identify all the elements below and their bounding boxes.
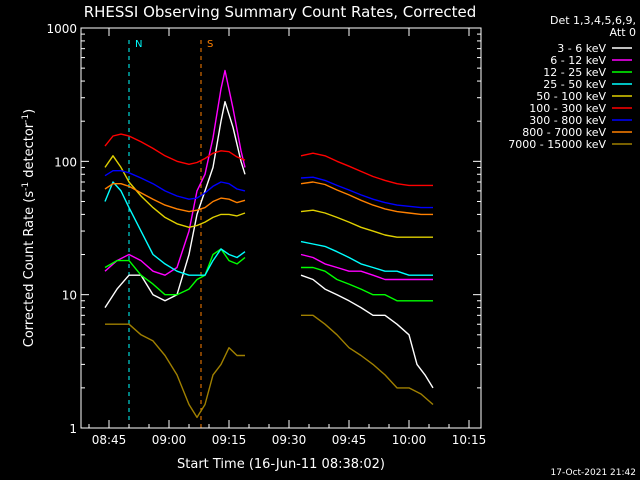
y-axis-label-exp: -1 <box>21 114 31 123</box>
x-tick-label: 08:45 <box>92 433 127 447</box>
x-axis-ticks: 08:45 09:00 09:15 09:30 09:45 10:00 10:15 <box>88 28 487 447</box>
y-axis-ticks: 1 10 100 1000 <box>46 22 481 436</box>
legend-label: 6 - 12 keV <box>550 54 606 67</box>
y-tick-label: 10 <box>62 289 77 303</box>
series-line <box>104 69 246 276</box>
marker-label: S <box>207 39 213 50</box>
y-axis-label-part: Corrected Count Rate (s <box>22 191 37 348</box>
series-line <box>300 253 433 281</box>
series-line <box>300 240 433 276</box>
footer-date: 17-Oct-2021 21:42 <box>551 468 636 478</box>
legend-label: 25 - 50 keV <box>543 78 606 91</box>
x-tick-label: 10:00 <box>392 433 427 447</box>
series-line <box>300 209 433 238</box>
series-line <box>104 169 246 200</box>
legend-label: 3 - 6 keV <box>557 42 606 55</box>
x-tick-label: 10:15 <box>452 433 487 447</box>
legend-label: 800 - 7000 keV <box>522 126 606 139</box>
legend-label: 100 - 300 keV <box>529 102 606 115</box>
plot-frame <box>80 27 482 429</box>
series-line <box>300 181 433 216</box>
x-axis-label: Start Time (16-Jun-11 08:38:02) <box>177 457 385 472</box>
series-line <box>301 314 434 406</box>
series-line <box>104 155 246 229</box>
series-line <box>104 181 246 276</box>
x-tick-label: 09:30 <box>272 433 307 447</box>
legend-label: 50 - 100 keV <box>536 90 606 103</box>
x-tick-label: 09:45 <box>332 433 367 447</box>
marker-label: N <box>135 39 142 50</box>
y-axis-label-exp: -1 <box>21 182 31 191</box>
x-tick-label: 09:15 <box>212 433 247 447</box>
series-line <box>104 133 246 166</box>
x-tick-label: 09:00 <box>152 433 187 447</box>
y-tick-label: 1 <box>69 422 77 436</box>
series-line <box>300 176 433 209</box>
y-axis-label: Corrected Count Rate (s-1 detector-1) <box>21 109 37 347</box>
legend-label: 7000 - 15000 keV <box>508 138 606 151</box>
legend-header: Det 1,3,4,5,6,9, <box>550 14 636 27</box>
series-line <box>301 266 433 302</box>
legend-header: Att 0 <box>610 26 636 39</box>
series-line <box>104 248 246 296</box>
y-tick-label: 1000 <box>46 22 77 36</box>
chart-title: RHESSI Observing Summary Count Rates, Co… <box>84 3 477 21</box>
legend-label: 12 - 25 keV <box>543 66 606 79</box>
series-line <box>104 100 246 308</box>
series-line <box>105 323 245 419</box>
series-line <box>104 182 246 213</box>
y-axis-label-part: detector <box>22 122 37 182</box>
series-line <box>300 274 434 389</box>
y-axis-label-part: ) <box>22 109 37 114</box>
series-line <box>300 152 433 187</box>
legend-label: 300 - 800 keV <box>529 114 606 127</box>
y-tick-label: 100 <box>54 155 77 169</box>
